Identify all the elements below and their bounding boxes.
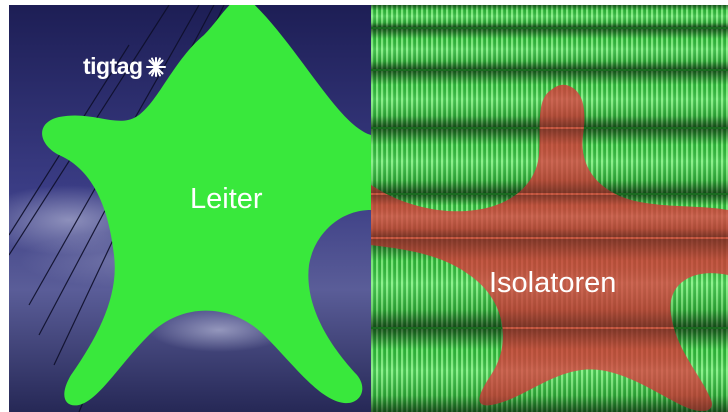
conductor-panel: tigtag Leiter <box>9 5 371 412</box>
brand-logo: tigtag <box>83 53 167 80</box>
brand-name: tigtag <box>83 53 143 79</box>
tubes-background <box>371 5 728 412</box>
split-image: tigtag Leiter <box>9 5 728 412</box>
green-blob-shape <box>42 5 371 406</box>
insulator-panel: Isolatoren <box>371 5 728 412</box>
sparkle-burst-icon <box>145 56 166 77</box>
insulator-label: Isolatoren <box>489 267 617 299</box>
conductor-label: Leiter <box>190 183 263 215</box>
